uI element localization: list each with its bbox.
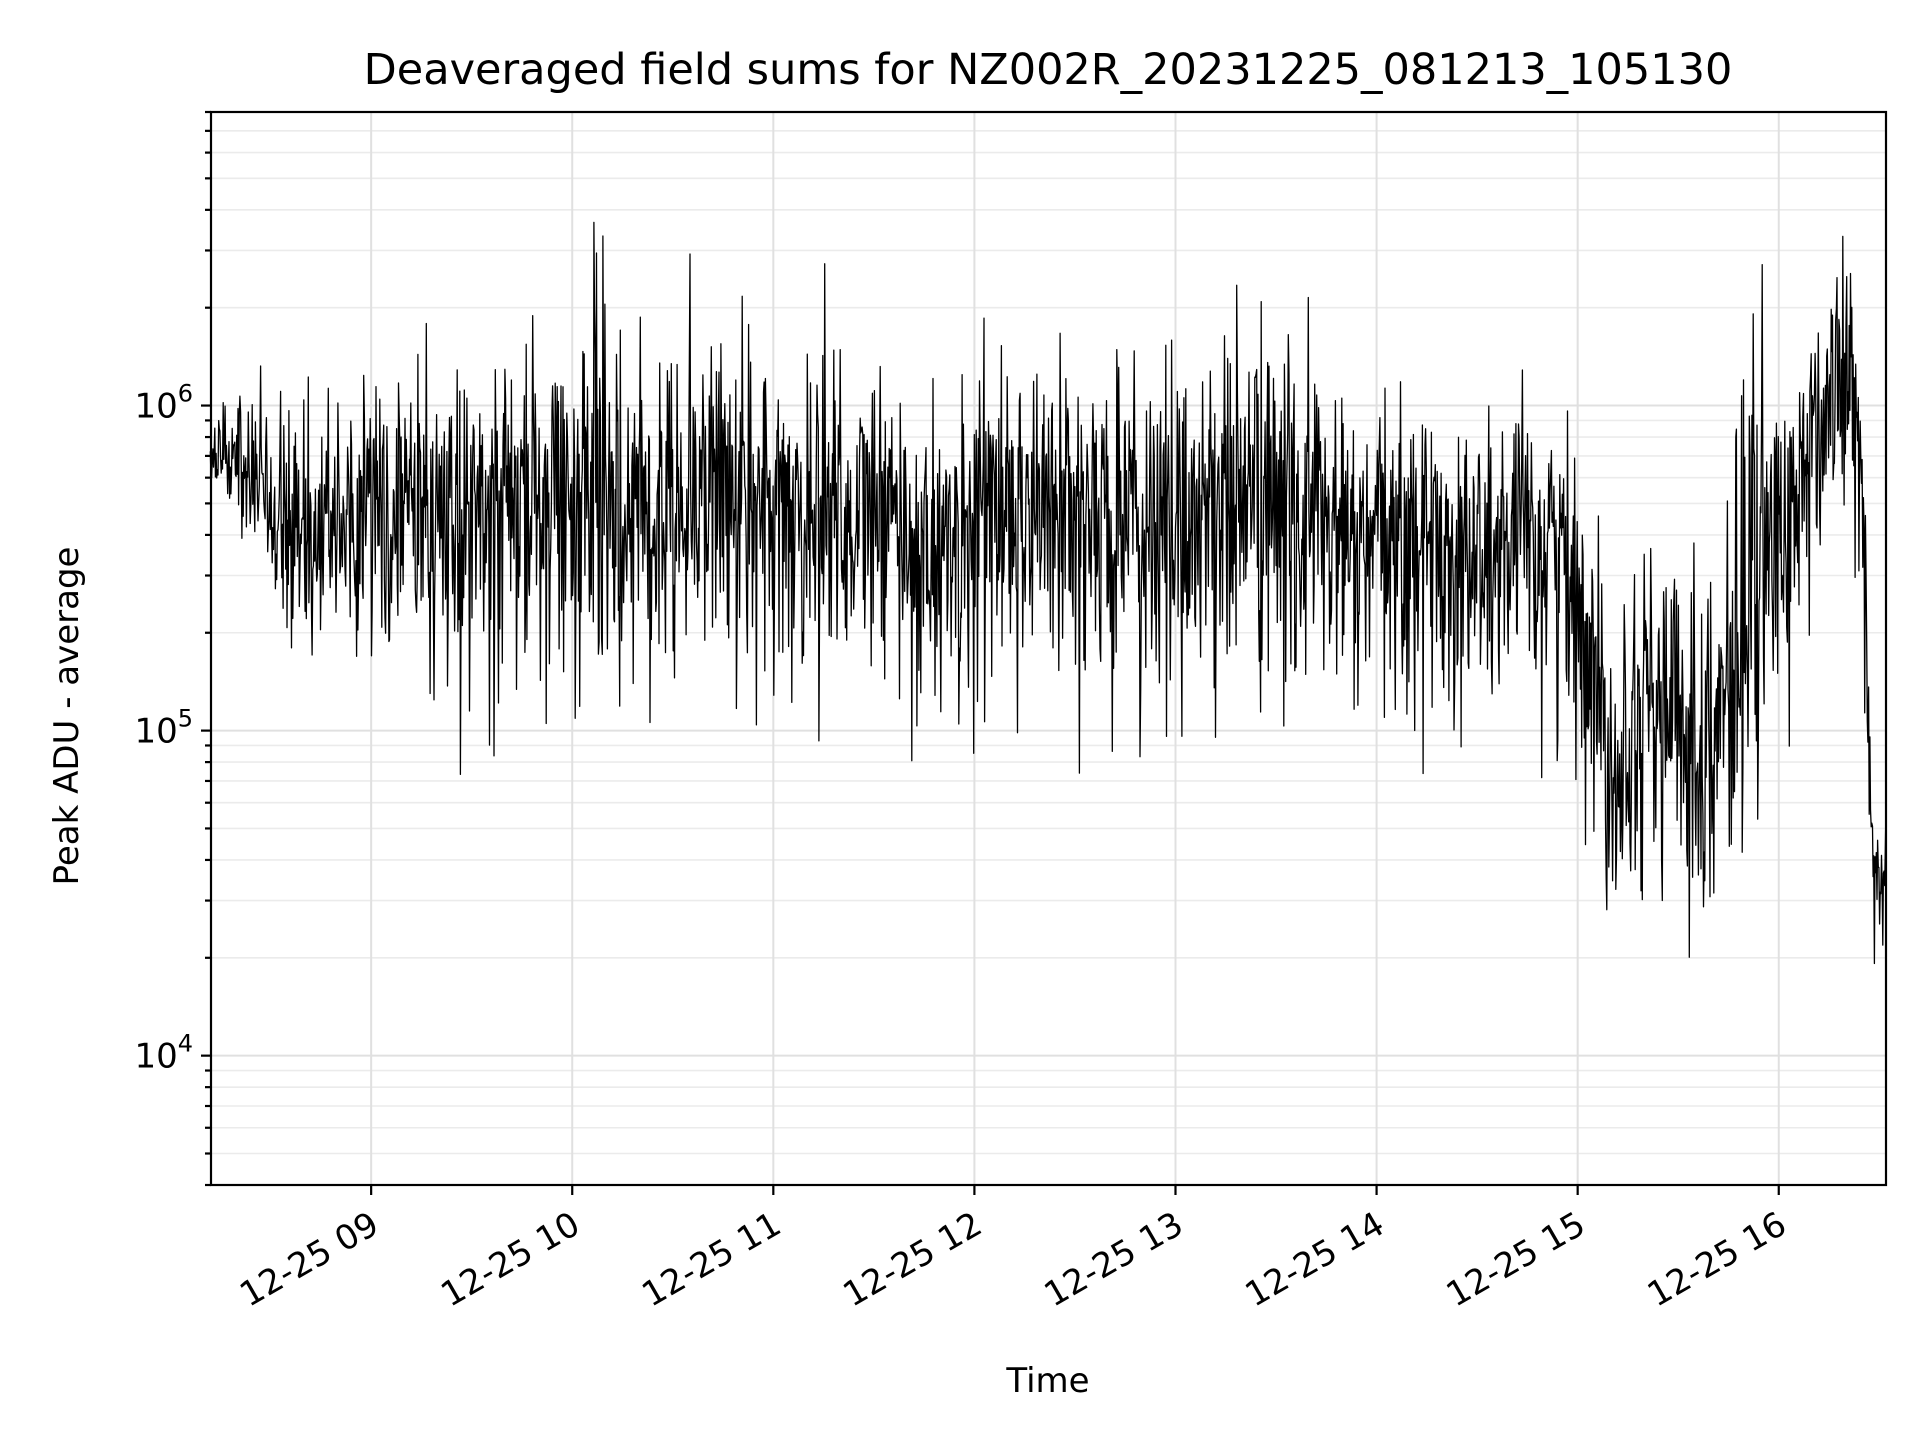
y-tick-label: 105 (134, 705, 193, 752)
x-tick-label: 12-25 15 (1440, 1204, 1592, 1315)
series-line (209, 221, 1887, 965)
x-tick-label: 12-25 13 (1038, 1204, 1190, 1315)
x-tick-label: 12-25 11 (635, 1204, 787, 1315)
y-tick-label: 106 (134, 380, 193, 427)
y-tick-base: 10 (134, 387, 177, 427)
y-tick-base: 10 (134, 712, 177, 752)
x-tick-label: 12-25 09 (233, 1204, 385, 1315)
y-tick-exponent: 4 (178, 1030, 193, 1058)
x-tick-label: 12-25 10 (434, 1204, 586, 1315)
y-tick-exponent: 5 (178, 705, 193, 733)
x-tick-label: 12-25 14 (1239, 1204, 1391, 1315)
y-tick-exponent: 6 (178, 380, 193, 408)
plot-frame (209, 110, 1888, 1187)
x-axis: 12-25 09 12-25 10 12-25 11 12-25 12 12-25 13… (233, 1185, 1793, 1315)
x-tick-label: 12-25 16 (1641, 1204, 1793, 1315)
x-tick-label: 12-25 12 (837, 1204, 989, 1315)
series (209, 221, 1887, 965)
grid (211, 111, 1886, 1186)
chart-title: Deaveraged field sums for NZ002R_2023122… (364, 45, 1733, 95)
y-tick-base: 10 (134, 1037, 177, 1077)
y-tick-label: 104 (134, 1030, 193, 1077)
y-axis-label: Peak ADU - average (47, 547, 87, 886)
x-axis-label: Time (1005, 1361, 1089, 1401)
